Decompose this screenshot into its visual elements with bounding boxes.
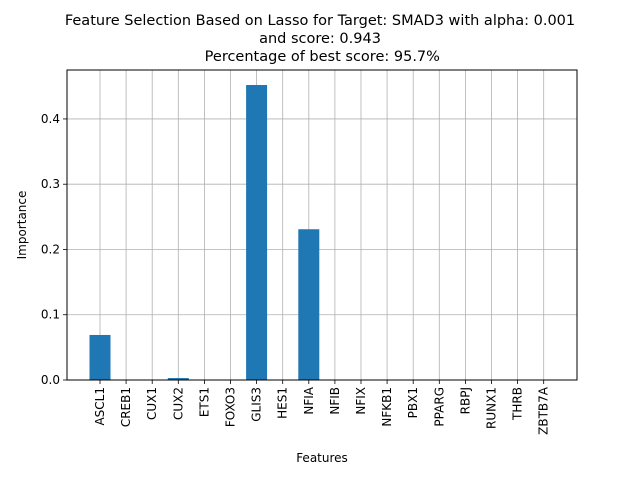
bar-layer	[89, 85, 320, 380]
x-axis-label: Features	[296, 451, 348, 465]
y-tick-label: 0.3	[41, 177, 60, 191]
grid-layer	[67, 70, 577, 381]
x-tick-label: HES1	[276, 387, 290, 419]
bar-cux2	[167, 378, 189, 380]
y-tick-label: 0.0	[41, 373, 60, 387]
y-tick-label: 0.1	[41, 308, 60, 322]
x-tick-label: NFIB	[328, 387, 342, 415]
x-tick-label: FOXO3	[224, 387, 238, 427]
chart-title-line-3: Percentage of best score: 95.7%	[200, 49, 440, 65]
x-tick-label: THRB	[511, 387, 525, 421]
x-tick-label: GLIS3	[250, 387, 264, 422]
x-tick-label: ETS1	[197, 387, 211, 417]
x-tick-label: ASCL1	[93, 387, 107, 426]
x-tick-label: NFIX	[354, 387, 368, 415]
chart-title-line-2: and score: 0.943	[259, 31, 381, 47]
x-tick-label: CREB1	[119, 387, 133, 427]
y-tick-label: 0.4	[41, 112, 60, 126]
x-tick-label: NFIA	[302, 386, 316, 414]
bar-nfia	[298, 229, 320, 380]
x-tick-label: PPARG	[432, 387, 446, 427]
x-tick-label: NFKB1	[380, 387, 394, 427]
bar-ascl1	[89, 334, 111, 380]
chart-title-line-1: Feature Selection Based on Lasso for Tar…	[64, 13, 576, 29]
y-ticks: 0.0 0.1 0.2 0.3 0.4	[41, 112, 67, 387]
y-tick-label: 0.2	[41, 242, 60, 256]
x-tick-label: RBPJ	[458, 387, 472, 414]
x-tick-label: RUNX1	[485, 387, 499, 429]
x-ticks: ASCL1 CREB1 CUX1 CUX2 ETS1 FOXO3 GLIS3 HES1 NFIA…	[93, 380, 551, 435]
x-tick-label: PBX1	[406, 387, 420, 418]
plot-frame	[66, 69, 578, 381]
x-tick-label: CUX2	[171, 387, 185, 420]
x-tick-label: CUX1	[145, 387, 159, 420]
bar-glis3	[246, 85, 268, 380]
x-tick-label: ZBTB7A	[537, 386, 551, 435]
y-axis-label: Importance	[15, 191, 29, 260]
